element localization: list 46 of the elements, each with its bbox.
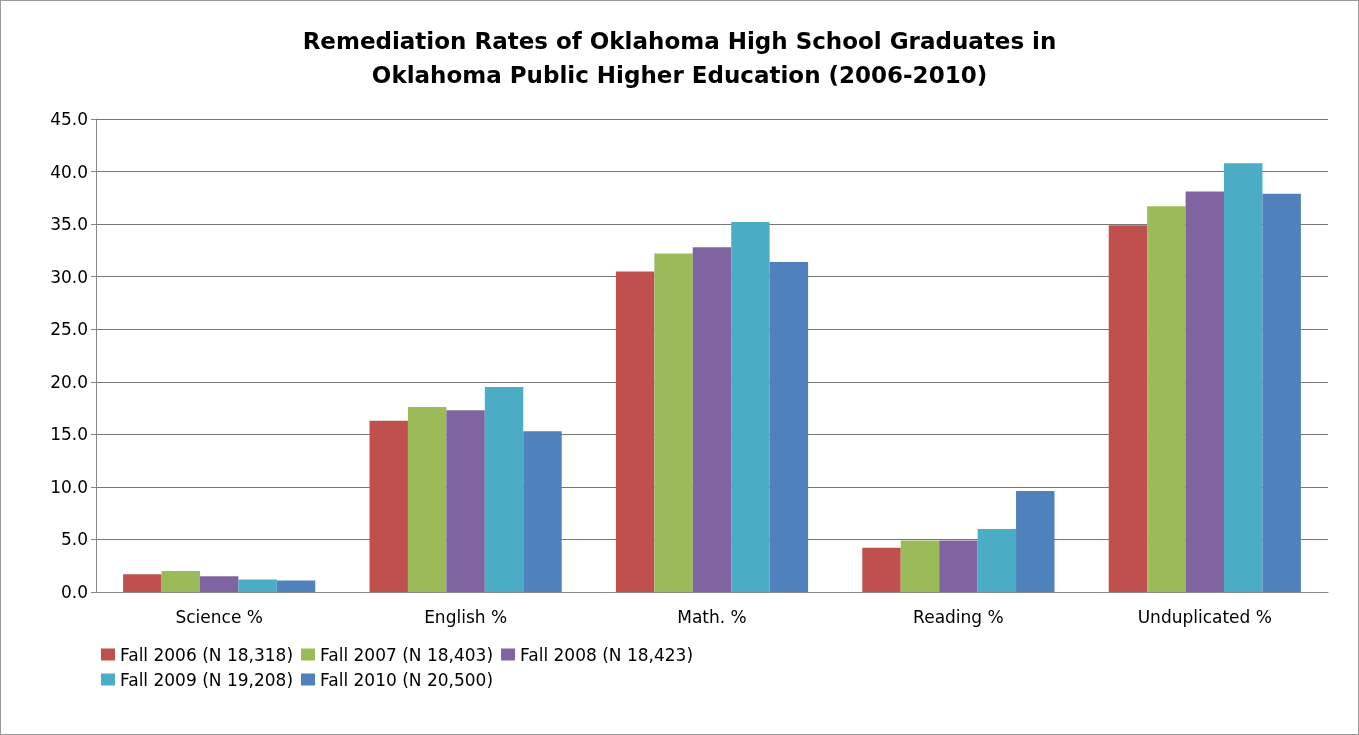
bar bbox=[369, 420, 408, 592]
bar bbox=[1147, 206, 1186, 592]
bar bbox=[1108, 225, 1148, 592]
x-tick-label: Math. % bbox=[677, 606, 747, 627]
legend-label: Fall 2009 (N 19,208) bbox=[120, 669, 294, 690]
chart-title: Remediation Rates of Oklahoma High School Graduates in Oklahoma Public Higher Education (2006-2010) bbox=[302, 28, 1057, 88]
y-tick-label: 0.0 bbox=[60, 582, 88, 602]
y-tick-label: 30.0 bbox=[50, 266, 88, 287]
x-tick-label: Unduplicated % bbox=[1137, 606, 1272, 627]
bar bbox=[446, 410, 485, 592]
legend-label: Fall 2006 (N 18,318) bbox=[120, 644, 294, 665]
bar bbox=[199, 576, 239, 592]
bar bbox=[615, 271, 655, 592]
bar bbox=[407, 407, 447, 592]
bar bbox=[1224, 163, 1263, 592]
y-tick-label: 10.0 bbox=[50, 476, 88, 497]
y-tick-label: 25.0 bbox=[50, 319, 88, 340]
y-tick-label: 45.0 bbox=[50, 109, 88, 129]
y-tick-label: 40.0 bbox=[50, 161, 88, 182]
x-tick-label: Science % bbox=[175, 606, 263, 627]
bar bbox=[123, 574, 162, 592]
y-tick-label: 35.0 bbox=[50, 214, 88, 235]
bar bbox=[692, 247, 732, 592]
y-tick-label: 20.0 bbox=[50, 371, 88, 392]
bar bbox=[1185, 191, 1225, 592]
bar bbox=[900, 540, 940, 592]
bar bbox=[1016, 491, 1055, 592]
y-tick-label: 15.0 bbox=[50, 424, 88, 445]
bar bbox=[523, 431, 562, 592]
bar bbox=[862, 547, 901, 592]
bar bbox=[276, 580, 316, 592]
legend-label: Fall 2008 (N 18,423) bbox=[520, 644, 694, 665]
bar bbox=[769, 261, 809, 592]
bar bbox=[939, 540, 978, 592]
bar bbox=[731, 222, 770, 592]
x-tick-label: English % bbox=[424, 606, 508, 627]
bar bbox=[654, 253, 693, 592]
bar bbox=[238, 579, 277, 592]
bar bbox=[977, 528, 1017, 592]
bar bbox=[1262, 193, 1301, 592]
bar bbox=[484, 387, 524, 592]
legend-label: Fall 2007 (N 18,403) bbox=[320, 644, 494, 665]
legend-label: Fall 2010 (N 20,500) bbox=[320, 669, 494, 690]
x-tick-label: Reading % bbox=[913, 606, 1004, 627]
y-tick-label: 5.0 bbox=[60, 529, 88, 550]
bar bbox=[161, 570, 200, 592]
